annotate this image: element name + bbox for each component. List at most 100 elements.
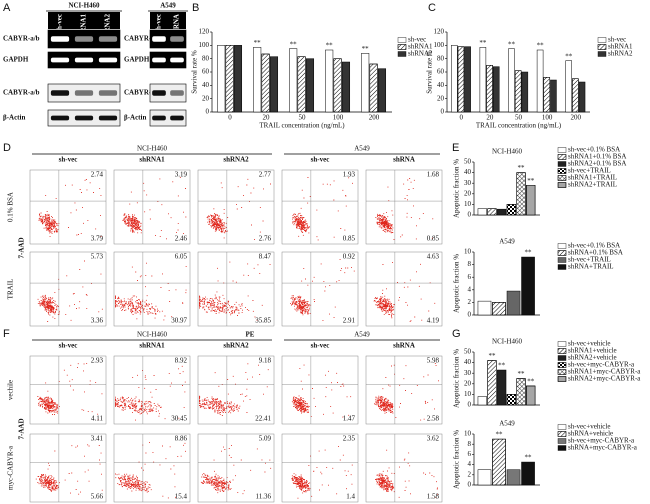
legend-swatch xyxy=(557,445,567,451)
flow-events xyxy=(38,179,102,238)
y-tick-label: 0 xyxy=(468,311,472,319)
bar-pattern xyxy=(492,302,506,316)
flow-group-title: A549 xyxy=(354,331,370,339)
legend-swatch-pattern xyxy=(557,431,567,437)
legend-label: shRNA1 xyxy=(408,43,433,51)
y-tick-label: 50 xyxy=(464,158,472,166)
y-axis-label: Survival rate % xyxy=(426,50,434,94)
blot-band xyxy=(50,115,70,121)
y-tick-label: 80 xyxy=(202,54,210,62)
flow-column-label: shRNA1 xyxy=(139,156,165,164)
bar xyxy=(217,45,226,113)
legend-swatch xyxy=(397,51,407,57)
quadrant-lower-value: 3.79 xyxy=(91,235,104,243)
y-tick-label: 8 xyxy=(468,440,472,448)
bar xyxy=(521,71,529,113)
flow-events xyxy=(122,176,187,240)
y-axis-label: Apoptotic fraction % xyxy=(453,254,461,313)
quadrant-upper-value: 2.77 xyxy=(259,171,272,179)
bar xyxy=(565,60,572,113)
blot-band xyxy=(50,90,70,96)
legend-swatch xyxy=(557,147,567,153)
flow-plot-frame xyxy=(113,169,191,245)
bar xyxy=(253,47,262,113)
bar xyxy=(325,49,334,113)
y-tick-label: 40 xyxy=(437,81,445,89)
bar xyxy=(233,45,243,113)
quadrant-upper-value: 8.47 xyxy=(259,253,272,261)
flow-group-title: A549 xyxy=(354,145,370,153)
legend-label: shRNA2+TRAIL xyxy=(568,181,617,189)
legend-swatch-pattern xyxy=(557,182,567,188)
bar xyxy=(506,290,521,316)
quadrant-upper-value: 4.63 xyxy=(427,253,440,261)
x-tick-label: 100 xyxy=(333,114,344,122)
flow-events xyxy=(200,445,272,495)
bar-pattern xyxy=(506,204,516,216)
bar-pattern xyxy=(526,385,536,406)
flow-column-label: sh-vec xyxy=(59,156,78,164)
quadrant-upper-value: 8.92 xyxy=(175,357,188,365)
panel-label: G xyxy=(452,328,461,340)
flow-events xyxy=(292,177,353,241)
y-tick-label: 100 xyxy=(199,41,210,49)
panel-label: D xyxy=(3,142,11,154)
bar-pattern xyxy=(333,58,342,113)
quadrant-lower-value: 0.85 xyxy=(427,235,440,243)
legend-swatch xyxy=(557,355,567,361)
flow-row-label: 0.1% BSA xyxy=(7,192,15,222)
legend-label: sh-vec+vehicle xyxy=(568,423,610,431)
bar xyxy=(464,46,471,113)
quadrant-lower-value: 3.36 xyxy=(91,317,104,325)
flow-column-label: sh-vec xyxy=(59,342,78,350)
flow-plot-frame xyxy=(197,433,275,503)
quadrant-upper-value: 8.86 xyxy=(175,435,188,443)
blot-bg xyxy=(149,109,187,127)
quadrant-lower-value: 1.47 xyxy=(343,415,356,423)
quadrant-lower-value: 30.45 xyxy=(171,415,187,423)
lane-header-bg xyxy=(48,12,120,29)
flow-events xyxy=(37,260,103,322)
flow-events xyxy=(35,444,103,495)
flow-events xyxy=(374,362,439,421)
quadrant-upper-value: 2.93 xyxy=(91,357,104,365)
x-tick-label: 200 xyxy=(369,114,380,122)
flow-events xyxy=(206,178,271,240)
lane-header-bg xyxy=(150,12,186,29)
significance-note: ** xyxy=(362,45,370,53)
legend-label: shRNA1 xyxy=(608,43,633,51)
chart-title: NCI-H460 xyxy=(492,338,522,346)
flow-group-title: NCI-H460 xyxy=(137,145,167,153)
y-tick-label: 4 xyxy=(468,460,472,468)
flow-plot-frame xyxy=(113,355,191,425)
quadrant-upper-value: 1.68 xyxy=(427,171,440,179)
bar-pattern xyxy=(457,46,465,113)
y-tick-label: 60 xyxy=(202,68,210,76)
significance-note: ** xyxy=(326,42,334,50)
flow-row-label: TRAIL xyxy=(7,279,15,300)
y-tick-label: 20 xyxy=(437,94,445,102)
bar-pattern xyxy=(516,378,526,406)
legend-swatch-pattern xyxy=(557,175,567,181)
flow-events xyxy=(373,262,436,323)
legend-swatch xyxy=(597,37,607,43)
quadrant-upper-value: 9.18 xyxy=(259,357,272,365)
legend-label: shRNA+TRAIL xyxy=(568,263,614,271)
panel-label: F xyxy=(3,328,10,340)
blot-row-label: β-Actin xyxy=(3,114,25,122)
legend-label: sh-vec+TRAIL xyxy=(568,256,611,264)
legend-swatch xyxy=(557,161,567,167)
flow-row-label: myc-CABYR-a xyxy=(7,445,15,490)
flow-column-label: shRNA xyxy=(393,156,415,164)
flow-plot-frame xyxy=(29,355,107,425)
y-tick-label: 2 xyxy=(468,470,472,478)
blot-group-title: NCI-H460 xyxy=(68,2,100,10)
y-tick-label: 40 xyxy=(464,358,472,366)
bar xyxy=(477,208,487,216)
legend-label: sh-vec+myc-CABYR-a xyxy=(568,437,635,445)
blot-bg xyxy=(149,83,187,103)
significance-note: ** xyxy=(518,164,526,172)
bar xyxy=(536,49,544,113)
blot-band xyxy=(98,57,118,63)
legend-label: shRNA1+TRAIL xyxy=(568,174,617,182)
